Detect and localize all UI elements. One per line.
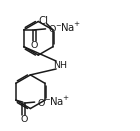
Text: NH: NH bbox=[53, 61, 67, 70]
Text: O: O bbox=[31, 41, 38, 50]
Text: Na$^{+}$: Na$^{+}$ bbox=[60, 21, 82, 34]
Text: O: O bbox=[20, 115, 27, 124]
Text: O$^{-}$: O$^{-}$ bbox=[47, 23, 62, 34]
Text: Cl: Cl bbox=[38, 16, 48, 26]
Text: Na$^{+}$: Na$^{+}$ bbox=[49, 95, 71, 108]
Text: O$^{-}$: O$^{-}$ bbox=[37, 97, 51, 108]
